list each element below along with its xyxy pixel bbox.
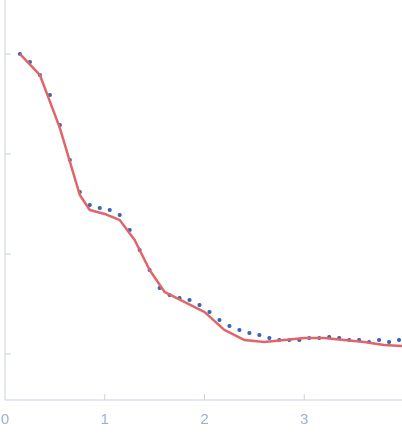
- data-point: [377, 338, 382, 342]
- data-point: [237, 328, 242, 332]
- data-point: [87, 203, 92, 207]
- x-tick-label: 3: [300, 411, 308, 428]
- data-point: [227, 324, 232, 328]
- x-tick-label: 0: [1, 411, 9, 428]
- x-tick-label: 2: [200, 411, 208, 428]
- data-point: [217, 318, 222, 322]
- data-point: [197, 303, 202, 307]
- data-point: [247, 331, 252, 335]
- fit-line: [19, 53, 402, 348]
- data-point: [257, 333, 262, 337]
- x-tick-label: 1: [101, 411, 109, 428]
- data-point: [117, 213, 122, 217]
- data-point: [267, 336, 272, 340]
- data-point: [97, 206, 102, 210]
- data-point: [107, 208, 112, 212]
- data-point: [397, 338, 402, 342]
- data-point: [187, 298, 192, 302]
- data-point: [387, 340, 392, 344]
- data-point: [207, 310, 212, 314]
